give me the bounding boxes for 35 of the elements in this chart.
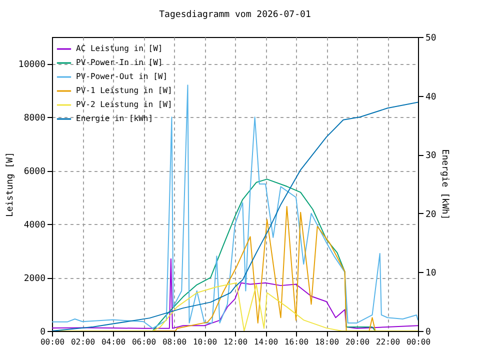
x-tick-label: 04:00 bbox=[101, 338, 126, 346]
x-tick-label: 20:00 bbox=[345, 338, 370, 346]
x-tick-label: 16:00 bbox=[284, 338, 309, 346]
y2-axis-title: Energie [kWh] bbox=[439, 149, 450, 220]
x-tick-label: 08:00 bbox=[162, 338, 187, 346]
legend-label: PV-2 Leistung in [W] bbox=[76, 100, 172, 109]
legend-label: PV-1 Leistung in [W] bbox=[76, 86, 172, 95]
x-tick-label: 12:00 bbox=[223, 338, 248, 346]
legend-label: PV-Power-In in [W] bbox=[76, 58, 163, 67]
y-tick-label: 10000 bbox=[18, 60, 46, 70]
line-series bbox=[52, 258, 418, 329]
y-tick-label: 6000 bbox=[24, 167, 46, 178]
y-tick-label: 0 bbox=[40, 328, 46, 338]
y-tick-label: 8000 bbox=[24, 114, 46, 124]
x-tick-label: 10:00 bbox=[192, 338, 218, 346]
y2-tick-label: 10 bbox=[426, 268, 436, 279]
x-tick-label: 00:00 bbox=[406, 338, 431, 346]
legend-label: AC Leistung in [W] bbox=[76, 44, 163, 53]
y2-tick-label: 0 bbox=[426, 328, 431, 338]
y-tick-label: 2000 bbox=[24, 274, 46, 284]
legend-label: Energie in [kWh] bbox=[76, 114, 154, 123]
y2-tick-label: 40 bbox=[426, 92, 436, 102]
x-tick-label: 22:00 bbox=[376, 338, 400, 346]
x-tick-label: 00:00 bbox=[40, 338, 65, 346]
y-tick-label: 4000 bbox=[24, 220, 46, 231]
y2-tick-label: 20 bbox=[426, 210, 436, 220]
x-tick-label: 18:00 bbox=[314, 338, 340, 346]
y2-tick-label: 30 bbox=[426, 151, 436, 162]
chart-title: Tagesdiagramm vom 2026-07-01 bbox=[159, 10, 311, 20]
x-tick-label: 06:00 bbox=[132, 338, 156, 346]
y-axis-title: Leistung [W] bbox=[5, 152, 16, 218]
x-tick-label: 02:00 bbox=[70, 338, 96, 346]
legend-label: PV-Power-Out in [W] bbox=[76, 72, 168, 81]
y2-tick-label: 50 bbox=[426, 34, 436, 44]
x-tick-label: 14:00 bbox=[254, 338, 278, 346]
